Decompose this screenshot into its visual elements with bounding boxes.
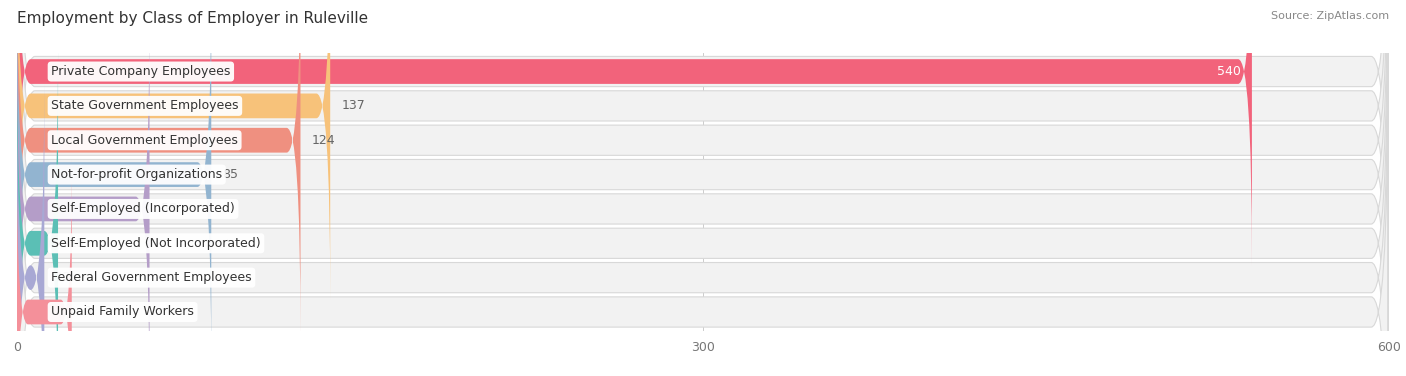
FancyBboxPatch shape	[18, 0, 1388, 373]
FancyBboxPatch shape	[17, 84, 45, 376]
Text: State Government Employees: State Government Employees	[51, 99, 239, 112]
Text: 18: 18	[69, 237, 84, 250]
Text: Employment by Class of Employer in Ruleville: Employment by Class of Employer in Rulev…	[17, 11, 368, 26]
Text: 58: 58	[160, 202, 177, 215]
Text: 0: 0	[83, 305, 91, 318]
Text: Local Government Employees: Local Government Employees	[51, 134, 238, 147]
Text: 540: 540	[1218, 65, 1241, 78]
FancyBboxPatch shape	[18, 45, 1388, 376]
Text: 124: 124	[312, 134, 335, 147]
Text: Self-Employed (Incorporated): Self-Employed (Incorporated)	[51, 202, 235, 215]
Text: Private Company Employees: Private Company Employees	[51, 65, 231, 78]
FancyBboxPatch shape	[18, 80, 1388, 376]
FancyBboxPatch shape	[17, 50, 58, 376]
FancyBboxPatch shape	[17, 0, 211, 368]
Text: Federal Government Employees: Federal Government Employees	[51, 271, 252, 284]
FancyBboxPatch shape	[18, 0, 1388, 376]
Text: Source: ZipAtlas.com: Source: ZipAtlas.com	[1271, 11, 1389, 21]
FancyBboxPatch shape	[17, 0, 1251, 265]
Text: 137: 137	[342, 99, 366, 112]
FancyBboxPatch shape	[17, 0, 330, 300]
FancyBboxPatch shape	[18, 0, 1388, 376]
Text: 12: 12	[55, 271, 72, 284]
FancyBboxPatch shape	[18, 0, 1388, 304]
FancyBboxPatch shape	[17, 15, 149, 376]
FancyBboxPatch shape	[17, 0, 301, 334]
Text: Not-for-profit Organizations: Not-for-profit Organizations	[51, 168, 222, 181]
FancyBboxPatch shape	[18, 0, 1388, 338]
FancyBboxPatch shape	[17, 159, 72, 376]
Text: 85: 85	[222, 168, 238, 181]
Text: Self-Employed (Not Incorporated): Self-Employed (Not Incorporated)	[51, 237, 260, 250]
Text: Unpaid Family Workers: Unpaid Family Workers	[51, 305, 194, 318]
FancyBboxPatch shape	[18, 11, 1388, 376]
